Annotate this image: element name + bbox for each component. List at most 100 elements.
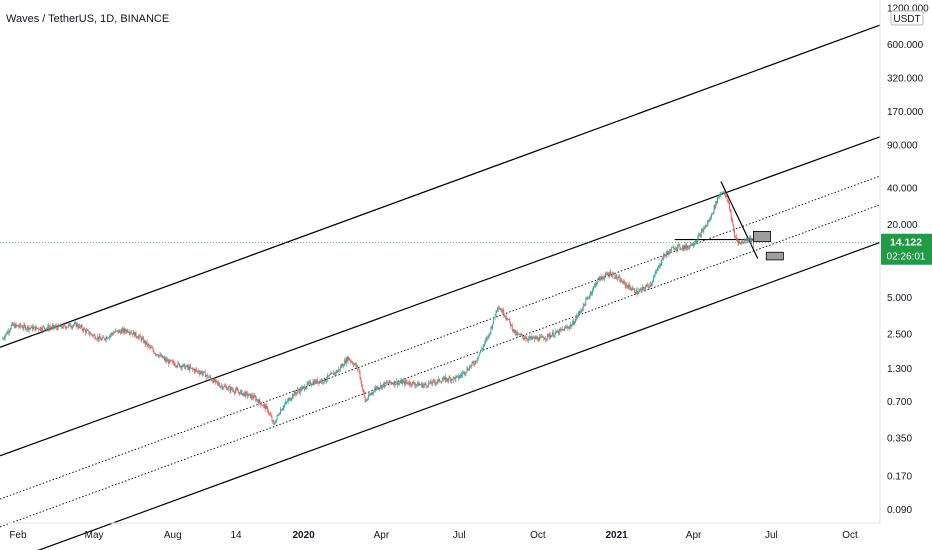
candle-body (410, 384, 412, 386)
candle-body (666, 251, 668, 254)
candle-body (695, 241, 697, 243)
candle-body (564, 327, 565, 331)
candle-body (743, 240, 745, 243)
candle-body (206, 374, 208, 376)
candle-body (537, 337, 539, 341)
candle-body (583, 303, 585, 305)
candle-body (39, 327, 41, 330)
candle-body (10, 325, 12, 330)
candle-body (148, 344, 150, 346)
candle-body (628, 284, 629, 289)
candle-body (691, 243, 693, 246)
candle-body (385, 382, 387, 384)
candle-body (492, 323, 493, 328)
candle-body (600, 276, 602, 278)
candle-body (260, 402, 262, 406)
candle-body (705, 224, 707, 226)
candle-body (68, 324, 69, 327)
candle-body (686, 244, 688, 249)
candle-body (670, 249, 671, 252)
candle-body (204, 371, 206, 378)
candle-body (675, 248, 677, 250)
candle-body (475, 360, 477, 362)
candle-body (481, 348, 483, 350)
candle-body (529, 336, 531, 339)
candle-body (38, 329, 40, 331)
candle-body (308, 382, 310, 384)
candle-body (709, 218, 711, 222)
candle-body (449, 377, 451, 379)
candle-body (674, 249, 676, 250)
candle-body (495, 310, 497, 316)
candle-body (55, 326, 56, 328)
candle-body (681, 248, 682, 250)
candle-body (384, 382, 386, 387)
candle-body (132, 332, 133, 335)
candle-body (387, 382, 388, 384)
candle-body (724, 192, 726, 196)
candle-body (18, 326, 20, 328)
candle-body (305, 387, 307, 389)
price-axis[interactable]: 1200.000 600.000 320.000 170.000 90.000 40.00… (887, 4, 929, 517)
candle-body (746, 238, 747, 241)
time-axis[interactable]: Feb May Aug 14 2020 Apr Jul Oct 2021 Apr Jul Oct (9, 530, 858, 541)
candle-body (592, 290, 594, 293)
candle-body (247, 395, 249, 397)
currency-badge[interactable]: USDT (890, 10, 924, 26)
y-tick-label: 40.000 (887, 183, 918, 194)
candle-body (405, 380, 407, 383)
candle-body (392, 383, 394, 385)
candle-body (61, 324, 62, 328)
candle-body (223, 386, 225, 388)
candle-body (516, 333, 518, 336)
candle-body (191, 367, 192, 369)
candle-body (581, 309, 583, 311)
candle-body (22, 327, 24, 329)
candle-body (446, 378, 447, 382)
candle-body (186, 365, 187, 367)
candle-body (287, 399, 289, 402)
candle-body (433, 380, 434, 382)
candle-body (83, 328, 85, 331)
candle-body (133, 331, 135, 337)
candle-body (341, 364, 343, 368)
candle-body (323, 377, 325, 383)
candle-body (390, 382, 392, 384)
candle-body (371, 392, 373, 394)
candle-body (352, 363, 354, 366)
candle-body (594, 283, 596, 286)
candle-body (619, 277, 621, 283)
candle-body (747, 239, 749, 241)
candle-body (20, 326, 22, 328)
candle-body (271, 416, 273, 421)
candle-body (616, 274, 617, 279)
candle-body (639, 289, 641, 291)
candle-body (101, 339, 103, 341)
candle-body (701, 229, 703, 232)
candle-body (455, 376, 457, 380)
candle-body (24, 324, 26, 326)
candle-body (524, 338, 526, 339)
candle-body (526, 338, 528, 340)
candle-body (12, 323, 14, 326)
candle-body (486, 337, 488, 340)
candle-body (23, 324, 25, 328)
candle-body (678, 244, 680, 246)
candle-body (656, 270, 658, 272)
candle-body (692, 244, 694, 246)
candle-body (2, 338, 3, 340)
candle-body (196, 369, 198, 371)
candle-body (446, 378, 448, 381)
candle-body (213, 378, 215, 383)
candle-body (11, 323, 13, 326)
candle-body (47, 325, 49, 328)
candle-body (649, 283, 651, 287)
candle-body (321, 379, 322, 382)
candle-body (644, 288, 646, 290)
candle-body (596, 282, 598, 286)
candle-body (685, 244, 687, 249)
candle-body (298, 390, 299, 392)
candle-body (135, 332, 137, 337)
